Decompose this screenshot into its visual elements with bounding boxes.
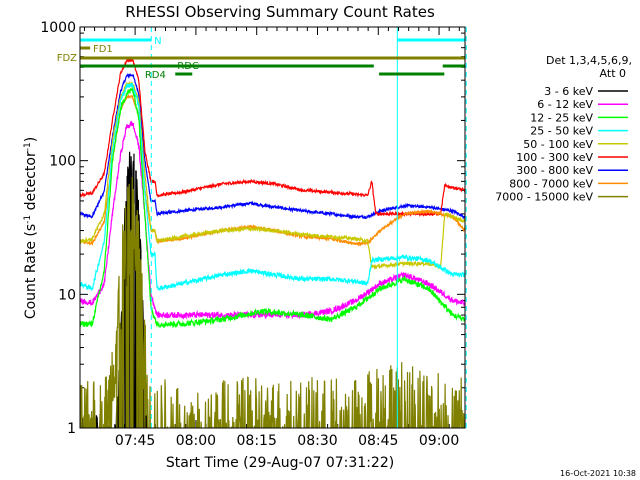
legend-header-line2: Att 0 [600,67,626,80]
legend-label: 3 - 6 keV [544,85,593,98]
legend-label: 12 - 25 keV [530,111,593,124]
legend-label: 25 - 50 keV [530,125,593,138]
legend-label: 800 - 7000 keV [509,177,593,190]
x-axis-label: Start Time (29-Aug-07 07:31:22) [166,455,394,471]
flag-label: FD1 [93,44,113,55]
y-tick-label: 1 [67,421,76,437]
plot-area: 1 10 100 1000 07:45 08:00 08:15 08:30 08:45 09:00… [40,20,467,449]
flag-label: RD4 [145,70,166,81]
legend-label: 100 - 300 keV [516,151,593,164]
series-line [80,73,465,220]
legend-header-line1: Det 1,3,4,5,6,9, [546,54,632,67]
x-tick-label: 08:30 [297,433,337,449]
plot-frame [79,26,466,429]
series-line [80,86,465,329]
x-tick-label: 08:00 [176,433,216,449]
series-group [80,57,465,428]
generation-timestamp: 16-Oct-2021 10:38 [560,469,636,478]
legend-label: 50 - 100 keV [523,138,593,151]
series-line [80,176,465,428]
legend-label: 6 - 12 keV [537,98,593,111]
y-axis-label: Count Rate (s-1 detector-1) [23,137,39,319]
flag-label: FDZ [57,53,77,64]
chart-title: RHESSI Observing Summary Count Rates [125,3,435,21]
x-tick-label: 09:00 [419,433,459,449]
flag-label: N [154,36,161,47]
legend-label: 7000 - 15000 keV [495,191,593,204]
y-tick-label: 100 [49,154,76,170]
y-tick-label: 1000 [40,20,76,36]
x-tick-label: 07:45 [115,433,155,449]
series-line [80,80,465,270]
series-line [80,83,465,292]
x-tick-label: 08:15 [237,433,277,449]
x-tick-label: 08:45 [358,433,398,449]
y-tick-label: 10 [58,287,76,303]
flag-label: RDC [177,61,199,72]
legend-label: 300 - 800 keV [516,164,593,177]
